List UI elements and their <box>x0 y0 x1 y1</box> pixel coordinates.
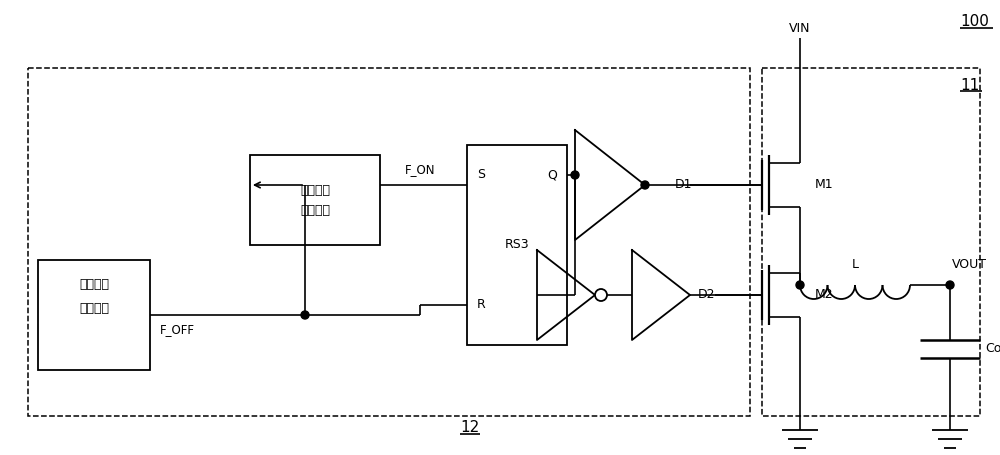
Text: F_OFF: F_OFF <box>160 324 195 337</box>
Text: 12: 12 <box>460 420 479 435</box>
Circle shape <box>595 289 607 301</box>
Text: 导通信号: 导通信号 <box>300 183 330 197</box>
Circle shape <box>946 281 954 289</box>
Bar <box>250 155 380 245</box>
Text: R: R <box>477 298 486 312</box>
Text: D2: D2 <box>698 288 716 302</box>
Text: 生成电路: 生成电路 <box>79 302 109 314</box>
Text: 生成电路: 生成电路 <box>300 203 330 217</box>
Bar <box>762 68 980 416</box>
Bar <box>467 145 567 345</box>
Text: RS3: RS3 <box>505 238 529 252</box>
Text: 100: 100 <box>960 15 989 30</box>
Text: L: L <box>852 258 858 272</box>
Circle shape <box>641 181 649 189</box>
Text: 关断信号: 关断信号 <box>79 278 109 292</box>
Text: VOUT: VOUT <box>952 258 987 272</box>
Text: Co: Co <box>985 343 1000 355</box>
Text: F_ON: F_ON <box>405 163 436 177</box>
Text: VIN: VIN <box>789 21 811 35</box>
Circle shape <box>301 311 309 319</box>
Bar <box>38 260 150 370</box>
Text: Q: Q <box>547 168 557 182</box>
Circle shape <box>571 171 579 179</box>
Text: M1: M1 <box>815 178 834 192</box>
Text: M2: M2 <box>815 288 834 302</box>
Circle shape <box>796 281 804 289</box>
Text: D1: D1 <box>675 178 692 192</box>
Text: S: S <box>477 168 485 182</box>
Bar <box>28 68 750 416</box>
Text: 11: 11 <box>960 77 979 92</box>
